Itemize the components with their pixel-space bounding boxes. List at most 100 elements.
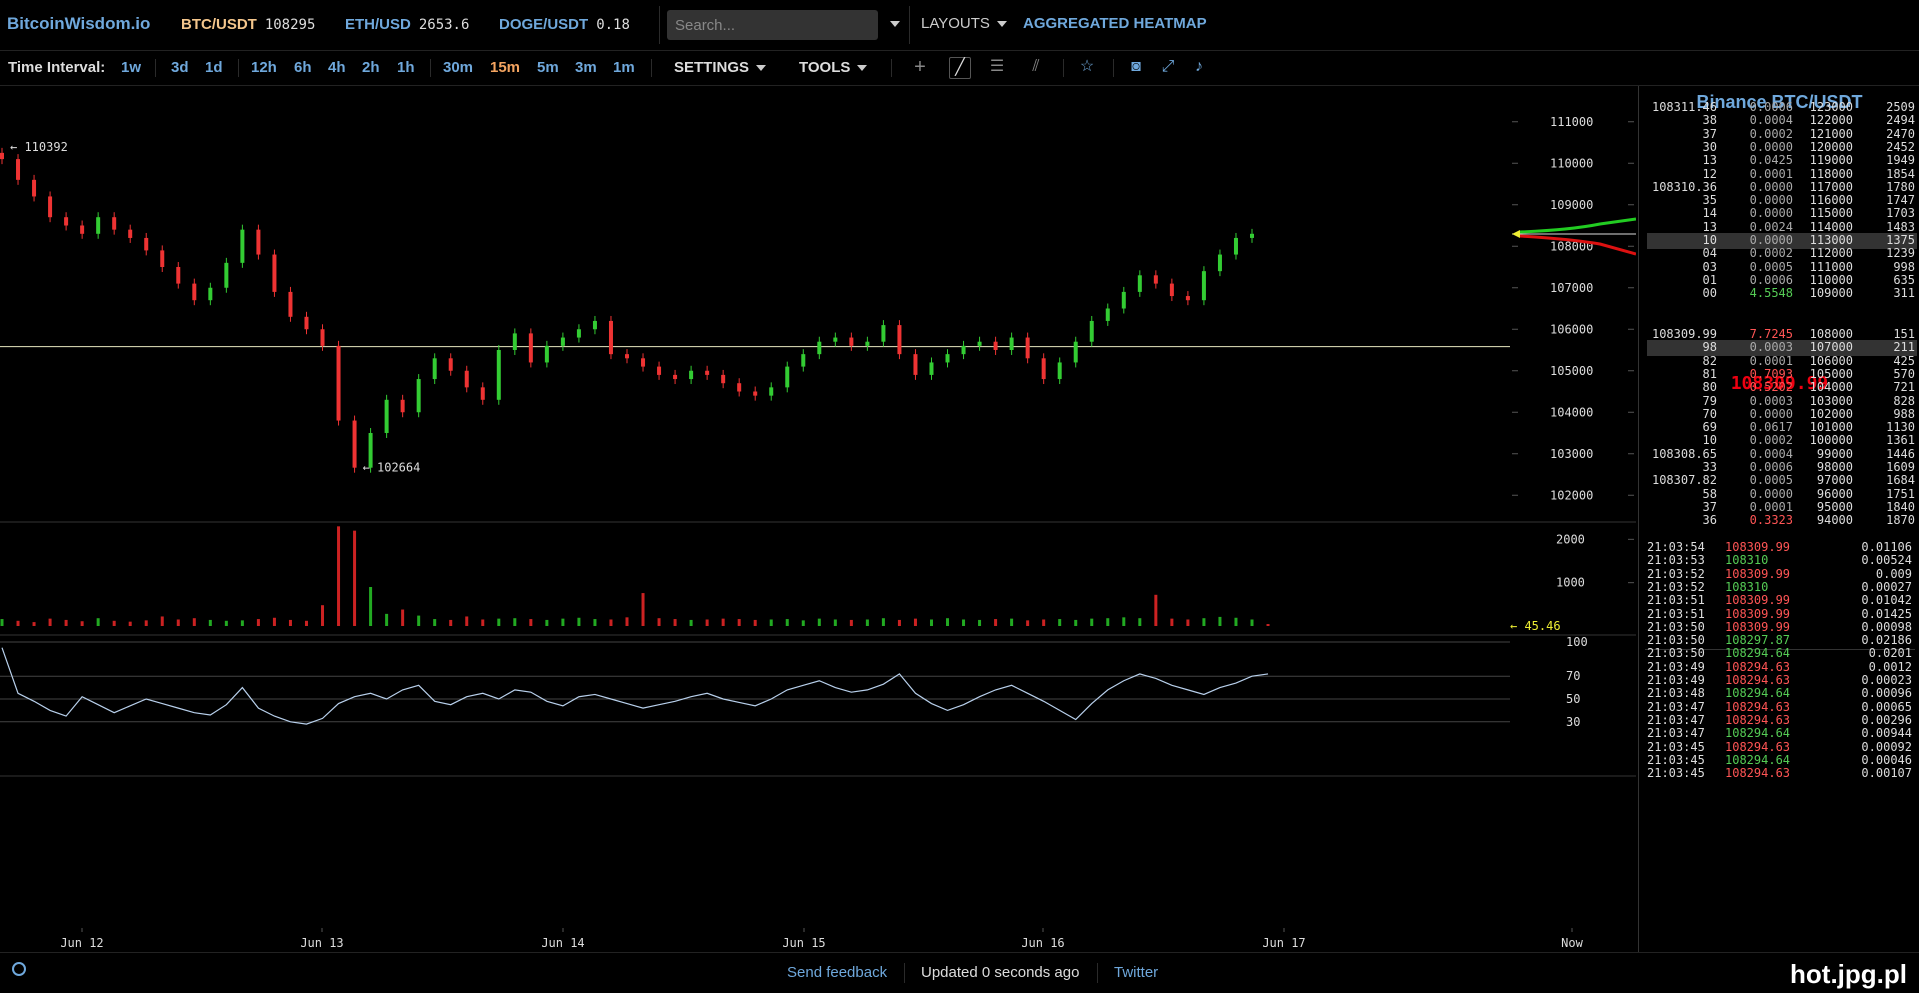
ask-row-col1: 38 [1702,113,1717,128]
price-chart[interactable]: 111000 110000 109000 108000 107000 106000 1050… [0,86,1636,952]
bid-row[interactable]: 108307.82 0.0005 97000 1684 [1647,473,1917,489]
fullscreen-icon[interactable]: ⤢ [1161,58,1175,75]
ask-row[interactable]: 14 0.0000 115000 1703 [1647,206,1917,222]
bid-row[interactable]: 82 0.0001 106000 425 [1647,354,1917,370]
ticker-btc[interactable]: BTC/USDT 108295 [181,16,315,33]
candle-body [224,262,229,288]
ask-row[interactable]: 00 4.5548 109000 311 [1647,286,1917,302]
volume-tick-label: 2000 [1556,532,1585,546]
candle-body [1169,283,1174,297]
candle-body [833,337,838,342]
camera-icon[interactable]: ◙ [1131,58,1141,75]
trade-row: 21:03:50 108297.87 0.02186 [1647,633,1919,649]
interval-6h[interactable]: 6h [294,59,312,76]
interval-5m[interactable]: 5m [537,59,559,76]
ask-row[interactable]: 30 0.0000 120000 2452 [1647,140,1917,156]
trade-amount: 0.00296 [1861,712,1912,727]
settings-gear-icon[interactable] [12,962,26,976]
trade-price: 108294.63 [1725,766,1791,781]
volume-bar [64,619,68,626]
ask-row[interactable]: 03 0.0005 111000 998 [1647,260,1917,276]
ask-row[interactable]: 13 0.0425 119000 1949 [1647,153,1917,169]
bid-row[interactable]: 80 0.5202 104000 721 [1647,380,1917,396]
ask-row-col1: 35 [1702,193,1717,208]
trade-time: 21:03:47 [1647,712,1705,727]
candle-body [657,366,662,375]
interval-3d[interactable]: 3d [171,59,189,76]
orderbook-title[interactable]: Binance BTC/USDT [1696,92,1863,112]
trade-time: 21:03:52 [1647,579,1705,594]
bid-row-col1: 108309.99 [1651,327,1717,341]
bid-row-col1: 98 [1702,340,1717,355]
candle-body [1201,271,1206,301]
ask-row[interactable]: 108311.46 0.0006 123000 2509 [1647,100,1917,116]
ask-row[interactable]: 04 0.0002 112000 1239 [1647,246,1917,262]
interval-15m[interactable]: 15m [490,59,521,76]
ask-row-col3: 111000 [1809,259,1853,274]
search-input[interactable] [667,10,878,40]
ask-row[interactable]: 01 0.0006 110000 635 [1647,273,1917,289]
bid-row-col1: 37 [1702,499,1717,514]
ask-row[interactable]: 108310.36 0.0000 117000 1780 [1647,180,1917,196]
interval-3m[interactable]: 3m [575,59,597,76]
volume-bar [769,619,773,626]
ask-row[interactable]: 10 0.0000 113000 1375 [1647,233,1917,249]
crosshair-icon[interactable]: + [914,56,926,78]
bid-row[interactable]: 10 0.0002 100000 1361 [1647,433,1917,449]
ask-row[interactable]: 13 0.0024 114000 1483 [1647,220,1917,236]
bid-row[interactable]: 108309.99 7.7245 108000 151 [1647,327,1917,343]
bid-row[interactable]: 69 0.0617 101000 1130 [1647,420,1917,436]
ticker-eth[interactable]: ETH/USD 2653.6 [345,16,469,33]
ticker-doge[interactable]: DOGE/USDT 0.18 [499,16,630,33]
layouts-button[interactable]: LAYOUTS [921,15,1007,32]
bid-row[interactable]: 81 0.7093 105000 570 [1647,367,1917,383]
ask-row[interactable]: 12 0.0001 118000 1854 [1647,167,1917,183]
ask-row[interactable]: 37 0.0002 121000 2470 [1647,127,1917,143]
volume-bar [1010,618,1014,626]
volume-bar [176,619,180,626]
candle-body [544,345,549,363]
interval-1m[interactable]: 1m [613,59,635,76]
bid-row[interactable]: 36 0.3323 94000 1870 [1647,513,1917,529]
interval-4h[interactable]: 4h [328,59,346,76]
interval-12h[interactable]: 12h [251,59,277,76]
bid-row[interactable]: 79 0.0003 103000 828 [1647,394,1917,410]
bid-row[interactable]: 108308.65 0.0004 99000 1446 [1647,447,1917,463]
bid-row[interactable]: 58 0.0000 96000 1751 [1647,487,1917,503]
candle-body [1121,291,1126,309]
candle-body [1057,362,1062,380]
bid-row[interactable]: 70 0.0000 102000 988 [1647,407,1917,423]
ask-row[interactable]: 35 0.0000 116000 1747 [1647,193,1917,209]
send-feedback-link[interactable]: Send feedback [787,964,888,981]
brand-logo[interactable]: BitcoinWisdom.io [7,14,151,33]
interval-2h[interactable]: 2h [362,59,380,76]
bid-row[interactable]: 37 0.0001 95000 1840 [1647,500,1917,516]
aggregated-heatmap-link[interactable]: AGGREGATED HEATMAP [1023,15,1207,32]
trade-price: 108309.99 [1725,540,1791,554]
bell-icon[interactable]: ♪ [1195,58,1203,75]
horizontal-lines-icon[interactable]: ☰ [989,58,1005,75]
volume-bar [417,615,421,626]
ask-row-col4: 1239 [1886,246,1915,261]
bid-row-col4: 828 [1893,393,1915,408]
divider [909,6,910,44]
twitter-link[interactable]: Twitter [1114,964,1159,981]
ask-row-col2: 0.0000 [1749,179,1793,194]
chart-canvas[interactable]: 1110001100001090001080001070001060001050… [0,86,1636,952]
interval-1h[interactable]: 1h [397,59,415,76]
search-dropdown-button[interactable] [890,15,900,32]
fan-icon[interactable]: ⫽ [1032,58,1040,75]
bid-row[interactable]: 98 0.0003 107000 211 [1647,340,1917,357]
settings-button[interactable]: SETTINGS [674,59,767,76]
star-icon[interactable]: ☆ [1079,58,1095,75]
tools-button[interactable]: TOOLS [799,59,868,76]
interval-1d[interactable]: 1d [205,59,223,76]
interval-30m[interactable]: 30m [443,59,474,76]
ask-row[interactable]: 38 0.0004 122000 2494 [1647,113,1917,129]
ask-row-col3: 116000 [1809,193,1853,208]
bid-row[interactable]: 33 0.0006 98000 1609 [1647,460,1917,476]
trendline-icon[interactable]: ╱ [949,57,971,79]
trade-price: 108309.99 [1725,606,1791,621]
trade-amount: 0.01425 [1861,606,1912,621]
interval-1w[interactable]: 1w [121,59,142,76]
